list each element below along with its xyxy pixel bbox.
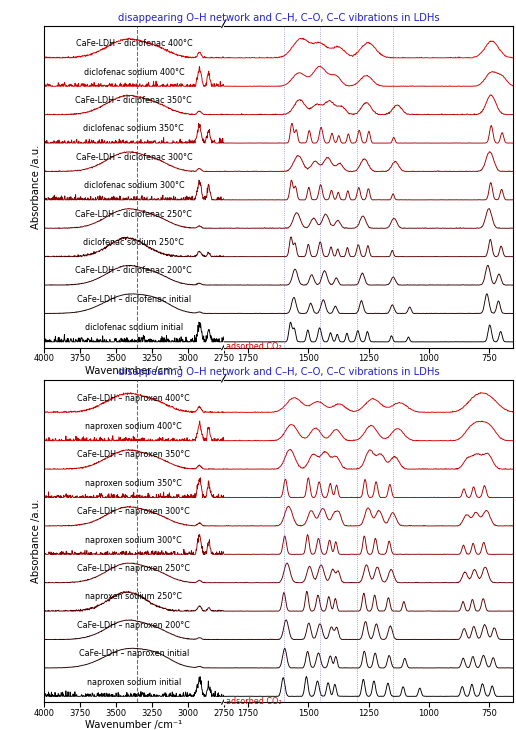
Text: CaFe-LDH – naproxen 400°C: CaFe-LDH – naproxen 400°C [77, 393, 190, 403]
Text: CaFe-LDH – diclofenac 250°C: CaFe-LDH – diclofenac 250°C [75, 210, 192, 218]
Text: CaFe-LDH – naproxen initial: CaFe-LDH – naproxen initial [79, 649, 189, 658]
Text: naproxen sodium 350°C: naproxen sodium 350°C [86, 479, 182, 488]
Text: CaFe-LDH – naproxen 300°C: CaFe-LDH – naproxen 300°C [77, 507, 190, 516]
Text: diclofenac sodium 400°C: diclofenac sodium 400°C [84, 68, 184, 77]
Text: disappearing O–H network and C–H, C–O, C–C vibrations in LDHs: disappearing O–H network and C–H, C–O, C… [118, 367, 440, 377]
Text: CaFe-LDH – naproxen 200°C: CaFe-LDH – naproxen 200°C [77, 620, 190, 630]
Text: CaFe-LDH – diclofenac 200°C: CaFe-LDH – diclofenac 200°C [75, 266, 192, 275]
Text: diclofenac sodium 350°C: diclofenac sodium 350°C [84, 124, 184, 134]
Text: diclofenac sodium 250°C: diclofenac sodium 250°C [84, 238, 184, 247]
Text: naproxen sodium 250°C: naproxen sodium 250°C [85, 593, 182, 602]
Text: naproxen sodium initial: naproxen sodium initial [87, 677, 181, 687]
Text: CaFe-LDH – diclofenac initial: CaFe-LDH – diclofenac initial [77, 295, 191, 304]
X-axis label: Wavenumber /cm⁻¹: Wavenumber /cm⁻¹ [85, 366, 183, 376]
Text: disappearing O–H network and C–H, C–O, C–C vibrations in LDHs: disappearing O–H network and C–H, C–O, C… [118, 12, 440, 23]
Text: adsorbed CO₂: adsorbed CO₂ [227, 696, 282, 706]
Text: naproxen sodium 300°C: naproxen sodium 300°C [86, 536, 182, 545]
Text: CaFe-LDH – naproxen 250°C: CaFe-LDH – naproxen 250°C [77, 564, 190, 573]
Text: adsorbed CO₂: adsorbed CO₂ [227, 342, 282, 351]
Text: CaFe-LDH – diclofenac 400°C: CaFe-LDH – diclofenac 400°C [75, 39, 192, 48]
Y-axis label: Absorbance /a.u.: Absorbance /a.u. [31, 499, 41, 583]
Text: naproxen sodium 400°C: naproxen sodium 400°C [86, 422, 182, 431]
Text: CaFe-LDH – naproxen 350°C: CaFe-LDH – naproxen 350°C [77, 450, 190, 459]
Text: CaFe-LDH – diclofenac 300°C: CaFe-LDH – diclofenac 300°C [75, 153, 192, 162]
Text: CaFe-LDH – diclofenac 350°C: CaFe-LDH – diclofenac 350°C [75, 96, 192, 105]
Text: diclofenac sodium 300°C: diclofenac sodium 300°C [84, 181, 184, 191]
Y-axis label: Absorbance /a.u.: Absorbance /a.u. [31, 145, 41, 229]
Text: diclofenac sodium initial: diclofenac sodium initial [85, 323, 183, 332]
X-axis label: Wavenumber /cm⁻¹: Wavenumber /cm⁻¹ [85, 721, 183, 730]
